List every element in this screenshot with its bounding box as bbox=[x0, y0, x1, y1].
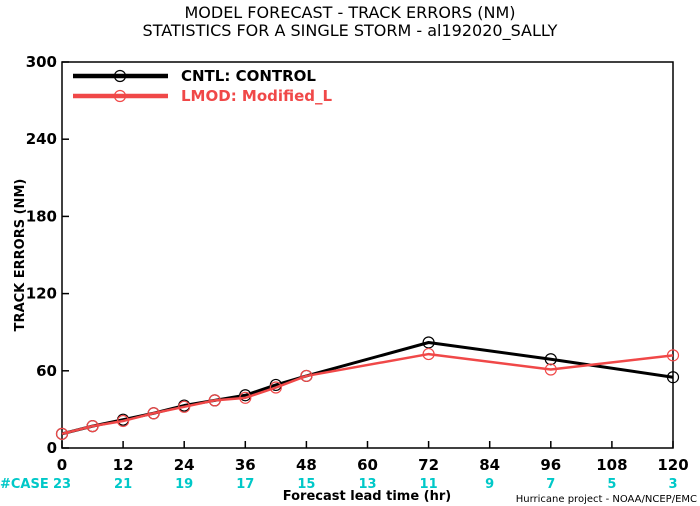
x-tick-label: 96 bbox=[540, 456, 561, 474]
x-tick-label: 60 bbox=[357, 456, 378, 474]
series-2-point bbox=[178, 400, 191, 413]
series-2-point bbox=[666, 349, 680, 362]
case-count: 15 bbox=[297, 477, 315, 492]
legend: CNTL: CONTROL LMOD: Modified_L bbox=[73, 67, 333, 105]
case-count: 9 bbox=[485, 477, 494, 492]
series-2-point bbox=[208, 394, 221, 407]
y-tick-label: 60 bbox=[36, 362, 57, 380]
y-tick-label: 0 bbox=[47, 439, 57, 457]
case-label: #CASE bbox=[0, 477, 49, 492]
series-2-point bbox=[239, 391, 252, 404]
x-axis-label: Forecast lead time (hr) bbox=[283, 489, 451, 504]
y-tick-label: 240 bbox=[26, 130, 57, 148]
credit-text: Hurricane project - NOAA/NCEP/EMC bbox=[516, 494, 697, 505]
plot-frame bbox=[61, 61, 674, 449]
series-2-point bbox=[55, 427, 69, 440]
case-count: 19 bbox=[175, 477, 193, 492]
series-2-point bbox=[86, 420, 99, 433]
series-line-2 bbox=[61, 352, 674, 436]
x-tick-label: 12 bbox=[113, 456, 134, 474]
x-axis: 0 12 24 36 48 60 72 84 96 108 120 bbox=[57, 441, 689, 474]
data-series bbox=[55, 336, 680, 440]
series-1-point bbox=[544, 353, 557, 366]
case-count: 17 bbox=[236, 477, 254, 492]
case-count: 11 bbox=[420, 477, 438, 492]
case-count: 21 bbox=[114, 477, 132, 492]
y-tick-label: 180 bbox=[26, 207, 57, 225]
x-tick-label: 120 bbox=[657, 456, 688, 474]
series-2-point bbox=[269, 381, 282, 394]
series-2-point bbox=[116, 414, 130, 428]
x-tick-label: 48 bbox=[296, 456, 317, 474]
x-tick-label: 72 bbox=[418, 456, 439, 474]
x-tick-label: 108 bbox=[596, 456, 627, 474]
x-tick-label: 84 bbox=[479, 456, 500, 474]
legend-marker-2 bbox=[113, 89, 127, 103]
legend-label-1: CNTL: CONTROL bbox=[181, 67, 316, 85]
series-2-point bbox=[544, 363, 557, 376]
case-count: 13 bbox=[358, 477, 376, 492]
case-count: 3 bbox=[668, 477, 677, 492]
series-2-point bbox=[300, 369, 313, 383]
y-axis-label: TRACK ERRORS (NM) bbox=[13, 179, 28, 332]
y-tick-label: 120 bbox=[26, 285, 57, 303]
case-count-row: #CASE 23 21 19 17 15 13 11 9 7 5 3 bbox=[0, 477, 678, 492]
x-tick-label: 36 bbox=[235, 456, 256, 474]
chart-subtitle: STATISTICS FOR A SINGLE STORM - al192020… bbox=[143, 21, 558, 41]
x-tick-label: 24 bbox=[174, 456, 195, 474]
y-axis: 0 60 120 180 240 300 bbox=[26, 53, 69, 457]
case-count: 7 bbox=[546, 477, 555, 492]
legend-label-2: LMOD: Modified_L bbox=[181, 87, 333, 105]
case-count: 23 bbox=[53, 477, 71, 492]
y-tick-label: 300 bbox=[26, 53, 57, 71]
legend-marker-1 bbox=[113, 69, 127, 83]
chart-title: MODEL FORECAST - TRACK ERRORS (NM) bbox=[184, 3, 515, 22]
series-2-point bbox=[147, 407, 160, 420]
series-2-point bbox=[422, 347, 435, 361]
case-count: 5 bbox=[607, 477, 616, 492]
series-1-point bbox=[666, 371, 680, 384]
series-line-1 bbox=[61, 340, 674, 436]
x-tick-label: 0 bbox=[57, 456, 67, 474]
